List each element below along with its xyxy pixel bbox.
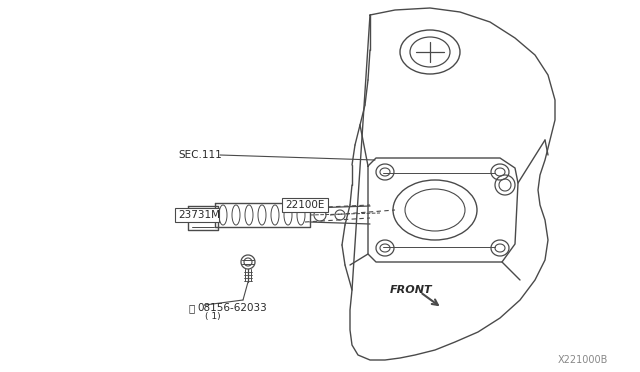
Text: Ⓑ: Ⓑ [189, 303, 195, 313]
Text: FRONT: FRONT [390, 285, 433, 295]
Bar [175, 208, 219, 222]
Text: 22100E: 22100E [285, 200, 324, 210]
Text: 23731M: 23731M [178, 210, 220, 220]
Bar [282, 198, 328, 212]
Text: 08156-62033: 08156-62033 [197, 303, 267, 313]
Text: X221000B: X221000B [557, 355, 608, 365]
Text: SEC.111: SEC.111 [178, 150, 221, 160]
Text: ( 1): ( 1) [205, 311, 221, 321]
